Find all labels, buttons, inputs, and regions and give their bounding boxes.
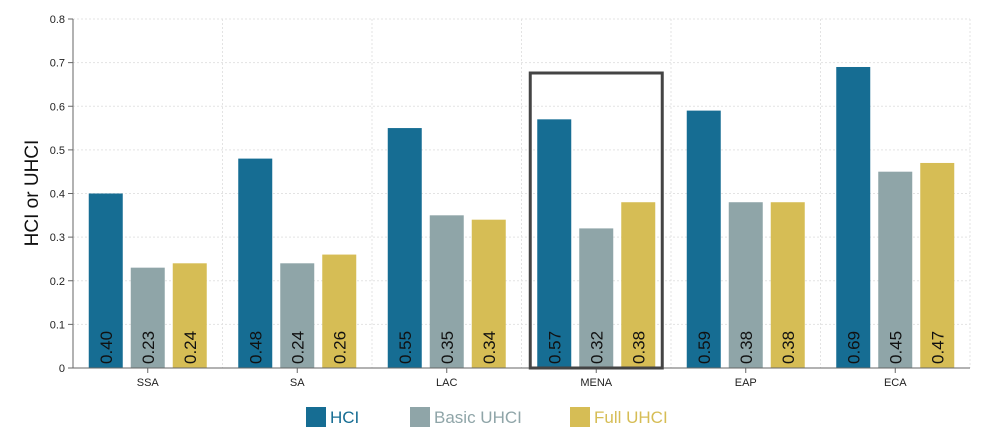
bar-value-label: 0.69 (844, 331, 863, 364)
bar-value-label: 0.32 (587, 331, 606, 364)
y-tick-label: 0.6 (50, 101, 65, 113)
bar (172, 263, 207, 368)
y-tick-label: 0.8 (50, 14, 65, 26)
bar (836, 66, 871, 369)
x-axis: SSA SA LAC MENA EAP ECA (73, 367, 970, 389)
legend-swatch (570, 407, 590, 427)
bar-value-label: 0.35 (438, 331, 457, 364)
bar-value-label: 0.26 (330, 331, 349, 364)
bar (579, 228, 614, 368)
legend-swatch (306, 407, 326, 427)
highlight-box (528, 71, 664, 370)
y-tick-label: 0.5 (50, 145, 65, 157)
legend-label: Full UHCI (594, 408, 668, 427)
bar (429, 215, 464, 368)
x-tick-label: SA (290, 377, 305, 389)
bar-value-label: 0.45 (886, 331, 905, 364)
bar (537, 119, 572, 369)
legend-label: Basic UHCI (434, 408, 522, 427)
legend-label: HCI (330, 408, 359, 427)
x-tick-label: EAP (735, 377, 757, 389)
bar-value-label: 0.24 (288, 331, 307, 364)
bar-value-label: 0.59 (695, 331, 714, 364)
bar-value-label: 0.48 (246, 331, 265, 364)
y-tick-label: 0.7 (50, 58, 65, 70)
bar (88, 193, 123, 368)
bars: 0.40 0.23 0.24 0.48 0.24 0.26 0.55 0.35 0.34 0.57… (88, 66, 955, 369)
bar (322, 254, 357, 368)
bar-value-label: 0.47 (928, 331, 947, 364)
grid (73, 18, 971, 368)
highlight-rectangle (528, 71, 664, 370)
bar (280, 263, 315, 368)
bar-value-label: 0.23 (139, 331, 158, 364)
bar-value-label: 0.40 (97, 331, 116, 364)
y-tick-label: 0.3 (50, 232, 65, 244)
bar (238, 158, 273, 368)
bar (728, 202, 763, 368)
bar (686, 110, 721, 369)
x-tick-label: ECA (884, 377, 907, 389)
legend-swatch (410, 407, 430, 427)
bar (920, 162, 955, 368)
legend: HCI Basic UHCI Full UHCI (306, 407, 668, 427)
x-tick-label: MENA (580, 377, 612, 389)
x-tick-label: LAC (436, 377, 457, 389)
bar (878, 171, 913, 368)
bar (130, 267, 165, 368)
bar-value-label: 0.24 (181, 331, 200, 364)
y-tick-label: 0 (59, 363, 65, 375)
bar-value-label: 0.38 (779, 331, 798, 364)
y-tick-label: 0.2 (50, 276, 65, 288)
bar-value-label: 0.38 (737, 331, 756, 364)
y-axis-label: HCI or UHCI (22, 140, 43, 247)
bar (471, 219, 506, 368)
bar-value-label: 0.55 (396, 331, 415, 364)
bar (387, 128, 422, 368)
bar-value-label: 0.38 (629, 331, 648, 364)
bar (621, 202, 656, 368)
y-axis: 0 0.1 0.2 0.3 0.4 0.5 0.6 0.7 0.8 (50, 14, 74, 375)
y-tick-label: 0.4 (50, 189, 65, 201)
y-tick-label: 0.1 (50, 319, 65, 331)
bar-value-label: 0.34 (480, 331, 499, 364)
bar-value-label: 0.57 (545, 331, 564, 364)
bar (770, 202, 805, 368)
x-tick-label: SSA (137, 377, 160, 389)
